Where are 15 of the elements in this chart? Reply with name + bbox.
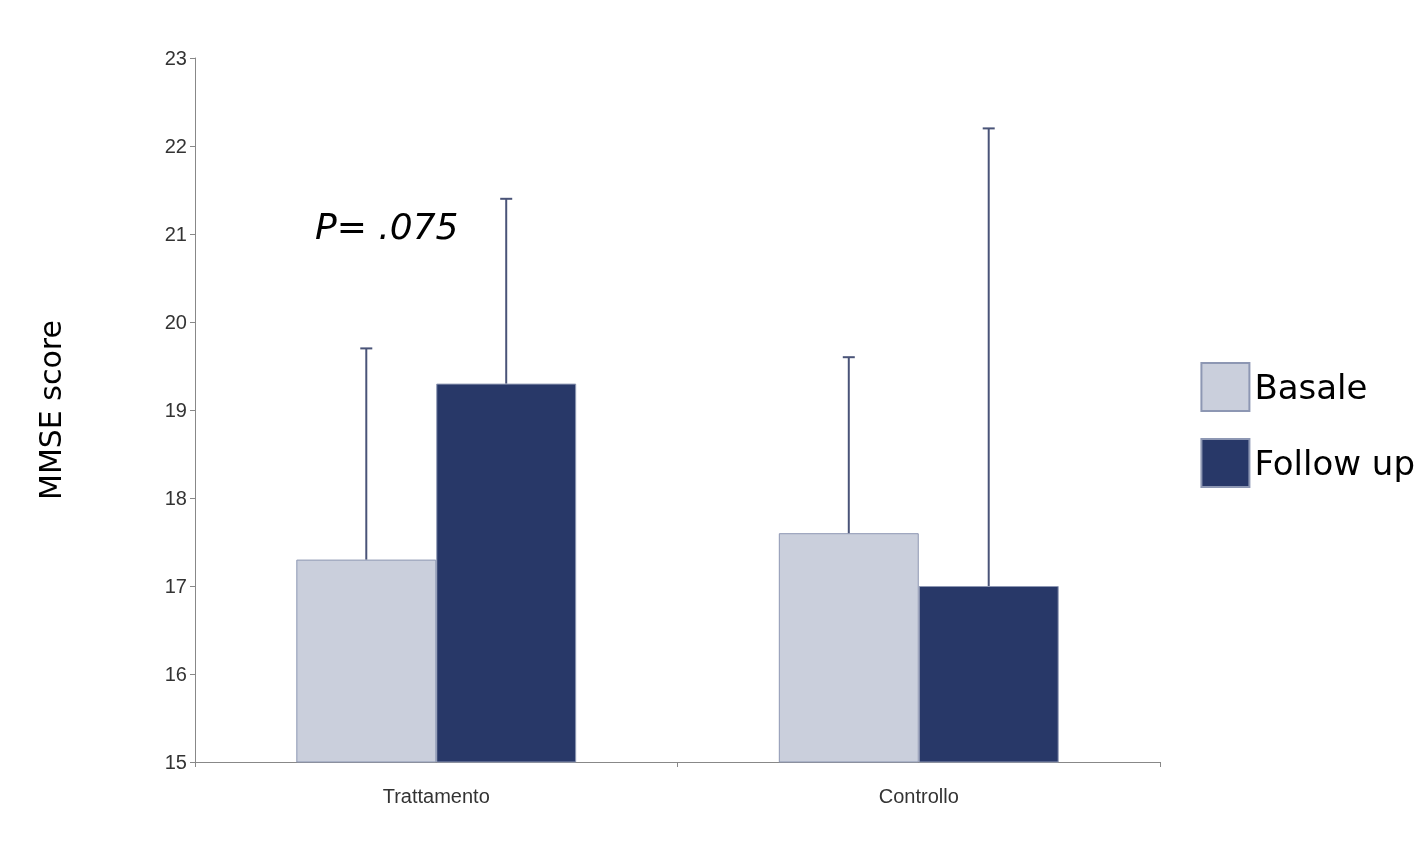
annotation: P= .075 xyxy=(315,205,459,247)
legend-label: Basale xyxy=(1254,367,1368,407)
y-tick-label: 19 xyxy=(164,399,187,421)
y-tick-label: 16 xyxy=(164,663,187,685)
y-tick-label: 22 xyxy=(164,135,187,157)
y-tick-label: 21 xyxy=(164,223,187,245)
y-tick-label: 17 xyxy=(164,575,187,597)
y-tick-label: 15 xyxy=(164,751,187,773)
y-axis-title: MMSE score xyxy=(32,320,68,500)
x-tick-label: Controllo xyxy=(878,785,959,807)
legend-label: Follow up xyxy=(1254,443,1416,483)
x-tick-label: Trattamento xyxy=(382,785,490,807)
y-tick-label: 18 xyxy=(164,487,187,509)
y-tick-label: 23 xyxy=(164,47,187,69)
y-tick-label: 20 xyxy=(164,311,187,333)
